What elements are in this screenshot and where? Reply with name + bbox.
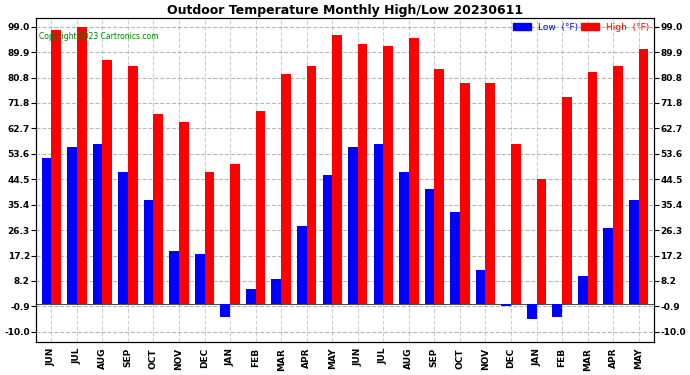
- Bar: [220, 304, 230, 316]
- Bar: [613, 66, 623, 304]
- Bar: [537, 179, 546, 304]
- Bar: [255, 111, 266, 304]
- Bar: [450, 211, 460, 304]
- Bar: [399, 172, 409, 304]
- Text: Copyright 2023 Cartronics.com: Copyright 2023 Cartronics.com: [39, 32, 158, 41]
- Bar: [51, 30, 61, 304]
- Bar: [358, 44, 368, 304]
- Bar: [384, 46, 393, 304]
- Bar: [373, 144, 384, 304]
- Bar: [475, 270, 486, 304]
- Bar: [195, 254, 204, 304]
- Bar: [297, 225, 306, 304]
- Bar: [169, 251, 179, 304]
- Title: Outdoor Temperature Monthly High/Low 20230611: Outdoor Temperature Monthly High/Low 202…: [167, 4, 523, 17]
- Bar: [552, 304, 562, 316]
- Bar: [77, 27, 87, 304]
- Bar: [246, 288, 255, 304]
- Bar: [348, 147, 358, 304]
- Bar: [144, 200, 153, 304]
- Bar: [230, 164, 240, 304]
- Bar: [526, 304, 537, 319]
- Bar: [271, 279, 281, 304]
- Bar: [424, 189, 435, 304]
- Bar: [511, 144, 521, 304]
- Bar: [486, 83, 495, 304]
- Bar: [41, 158, 51, 304]
- Bar: [322, 175, 332, 304]
- Bar: [639, 49, 649, 304]
- Bar: [578, 276, 588, 304]
- Bar: [67, 147, 77, 304]
- Bar: [435, 69, 444, 304]
- Bar: [629, 200, 639, 304]
- Bar: [501, 304, 511, 306]
- Bar: [306, 66, 317, 304]
- Bar: [153, 114, 164, 304]
- Bar: [118, 172, 128, 304]
- Bar: [92, 144, 102, 304]
- Bar: [128, 66, 138, 304]
- Bar: [332, 35, 342, 304]
- Bar: [603, 228, 613, 304]
- Bar: [409, 38, 419, 304]
- Bar: [102, 60, 112, 304]
- Bar: [179, 122, 189, 304]
- Legend: Low  (°F), High  (°F): Low (°F), High (°F): [513, 23, 649, 32]
- Bar: [281, 74, 291, 304]
- Bar: [562, 97, 572, 304]
- Bar: [460, 83, 470, 304]
- Bar: [588, 72, 598, 304]
- Bar: [204, 172, 215, 304]
